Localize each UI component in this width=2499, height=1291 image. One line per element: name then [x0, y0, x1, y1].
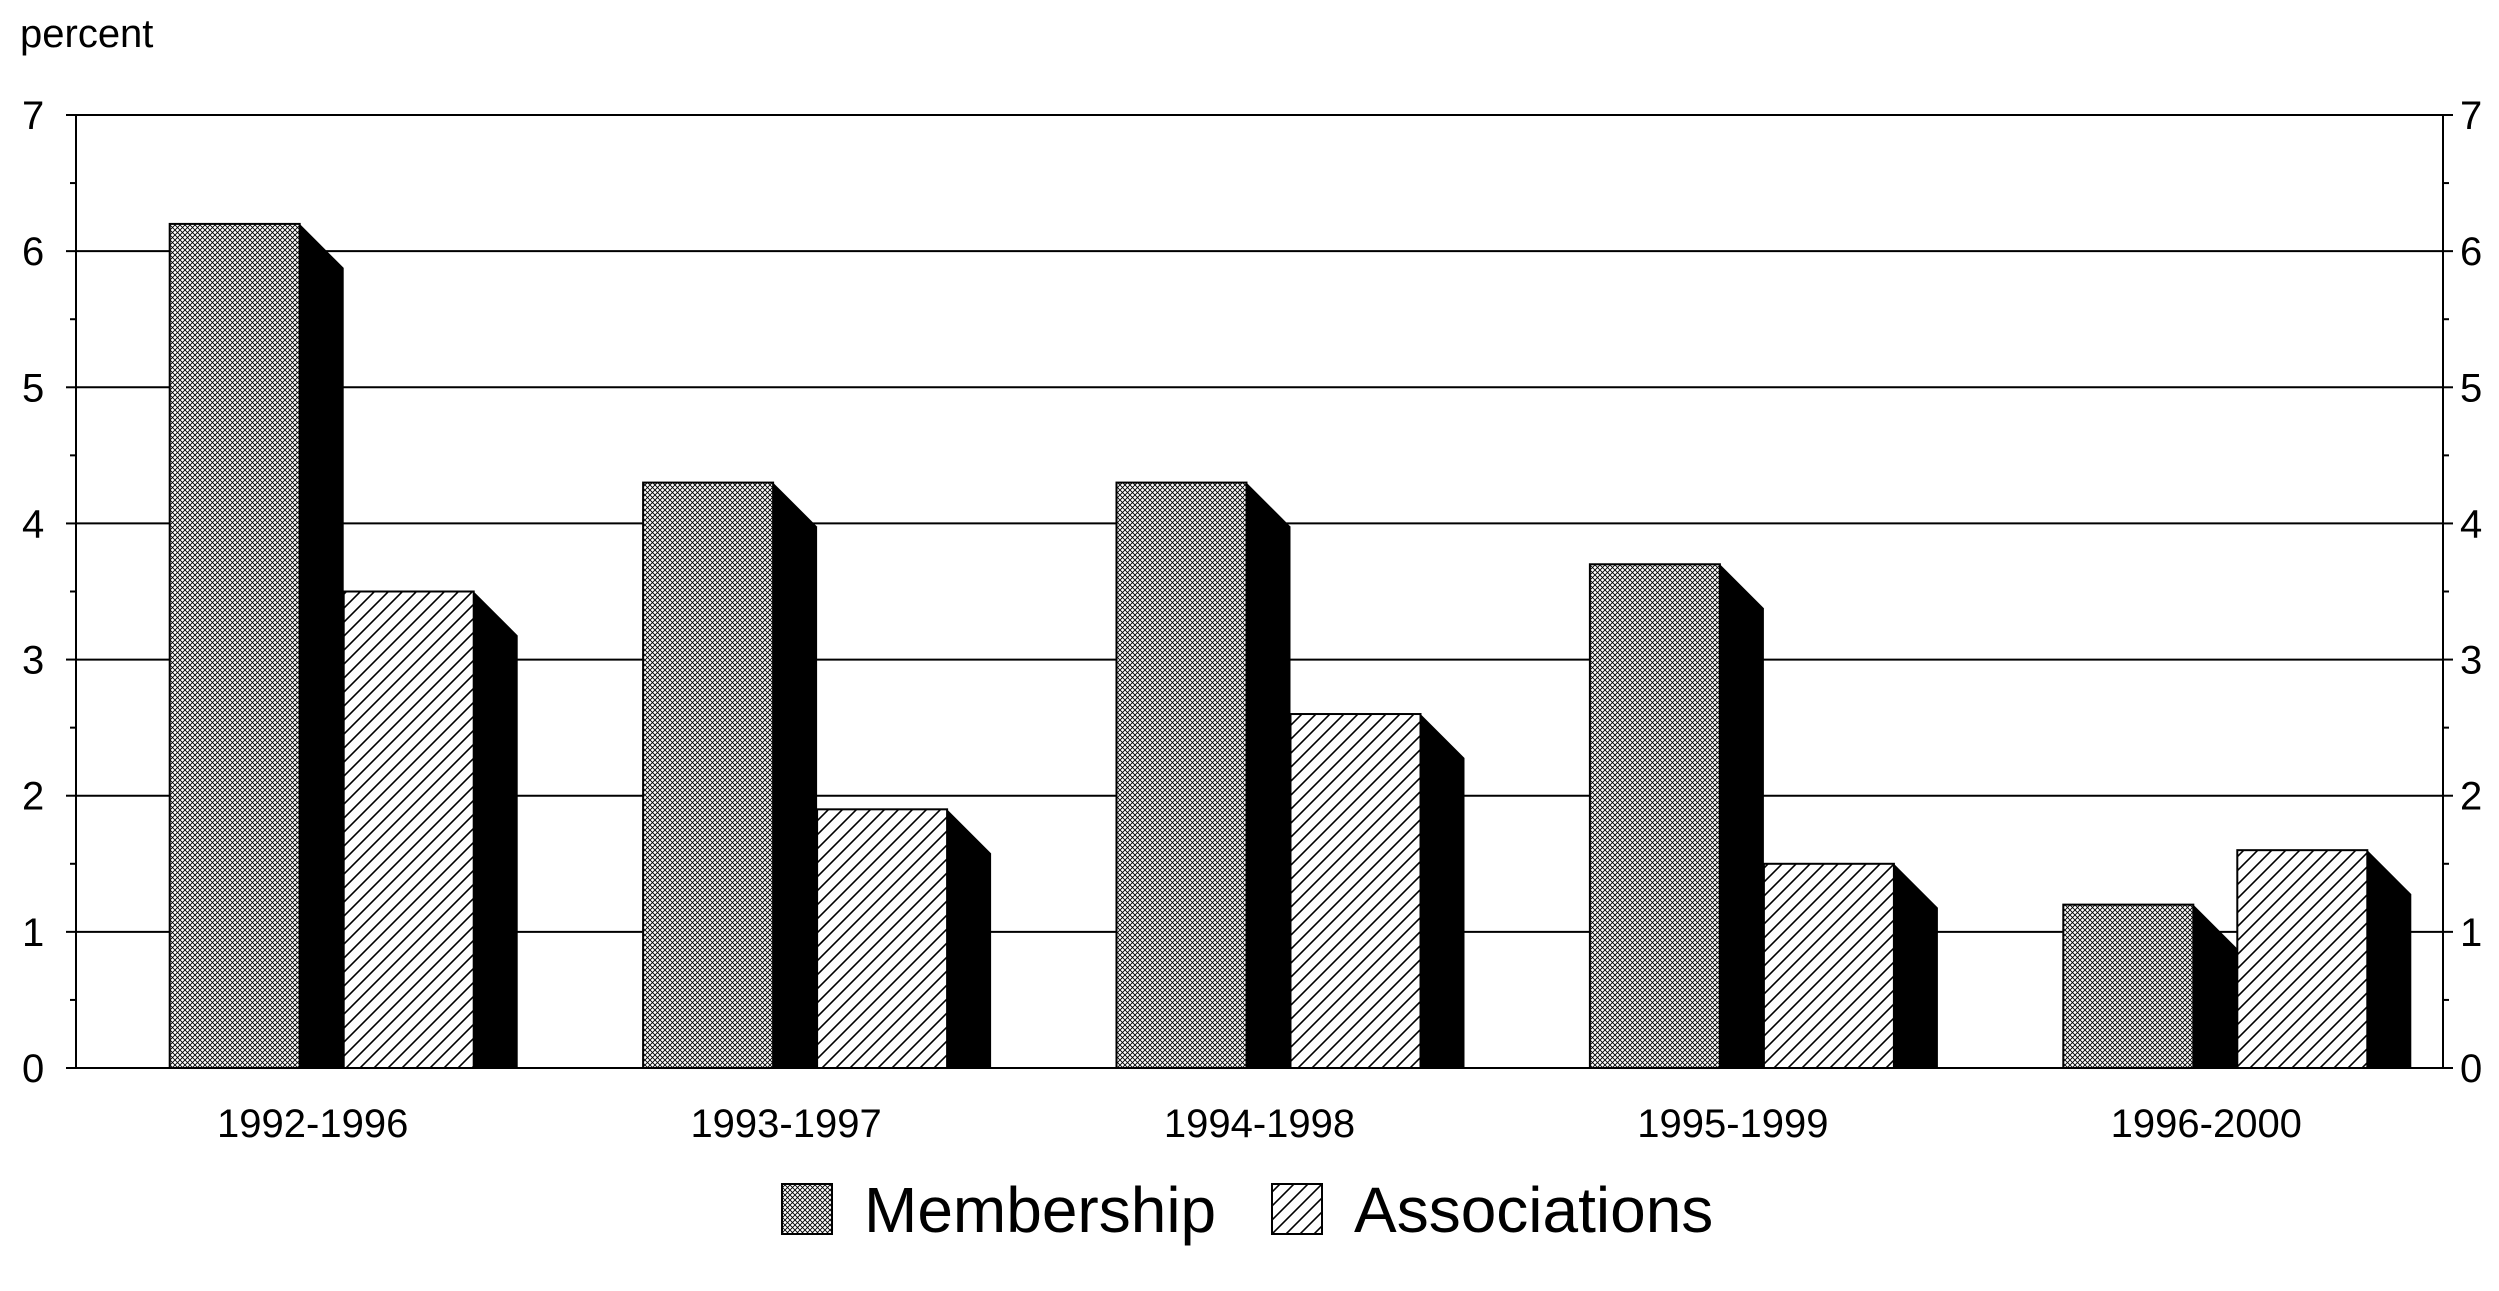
bar-membership — [1115, 481, 1248, 1070]
bar-shadow-associations — [2367, 850, 2412, 1068]
bar-shadow-membership — [1246, 482, 1291, 1069]
y-tick-label-left: 6 — [22, 230, 44, 274]
bar-shadow-associations — [1420, 714, 1465, 1068]
bar-membership — [2062, 903, 2195, 1070]
bar-associations — [816, 808, 949, 1069]
y-tick-label-right: 1 — [2460, 911, 2482, 955]
y-tick-label-left: 4 — [22, 502, 44, 546]
y-tick-label-left: 5 — [22, 366, 44, 410]
bar-shadow-membership — [773, 482, 818, 1069]
bar-shadow-membership — [2193, 904, 2238, 1068]
bar-shadow-membership — [1719, 564, 1764, 1068]
bar-shadow-membership — [299, 223, 344, 1068]
y-tick-label-left: 2 — [22, 775, 44, 819]
y-tick-label-right: 7 — [2460, 94, 2482, 138]
y-tick-label-left: 0 — [22, 1047, 44, 1091]
bar-associations — [342, 590, 475, 1069]
bar-associations — [2236, 849, 2369, 1070]
y-tick-label-right: 5 — [2460, 366, 2482, 410]
x-tick-label: 1996-2000 — [2111, 1102, 2302, 1146]
y-tick-label-left: 7 — [22, 94, 44, 138]
legend-swatch-associations — [1271, 1183, 1323, 1235]
y-tick-label-right: 0 — [2460, 1047, 2482, 1091]
y-tick-label-right: 4 — [2460, 502, 2482, 546]
y-tick-label-right: 3 — [2460, 639, 2482, 683]
legend-swatch-membership — [781, 1183, 833, 1235]
x-tick-label: 1995-1999 — [1637, 1102, 1828, 1146]
bar-membership — [168, 222, 301, 1069]
legend-label-associations: Associations — [1354, 1174, 1713, 1246]
x-tick-label: 1994-1998 — [1164, 1102, 1355, 1146]
y-tick-label-left: 1 — [22, 911, 44, 955]
bar-shadow-associations — [947, 809, 992, 1068]
bar-shadow-associations — [473, 591, 518, 1068]
x-tick-label: 1992-1996 — [217, 1102, 408, 1146]
y-tick-label-left: 3 — [22, 639, 44, 683]
bar-shadow-associations — [1893, 863, 1938, 1068]
legend-label-membership: Membership — [864, 1174, 1216, 1246]
x-tick-label: 1993-1997 — [690, 1102, 881, 1146]
bar-membership — [642, 481, 775, 1070]
bar-associations — [1762, 862, 1895, 1069]
y-axis-label: percent — [20, 12, 153, 56]
y-tick-label-right: 6 — [2460, 230, 2482, 274]
bar-associations — [1289, 713, 1422, 1069]
y-tick-label-right: 2 — [2460, 775, 2482, 819]
bar-membership — [1588, 563, 1721, 1069]
